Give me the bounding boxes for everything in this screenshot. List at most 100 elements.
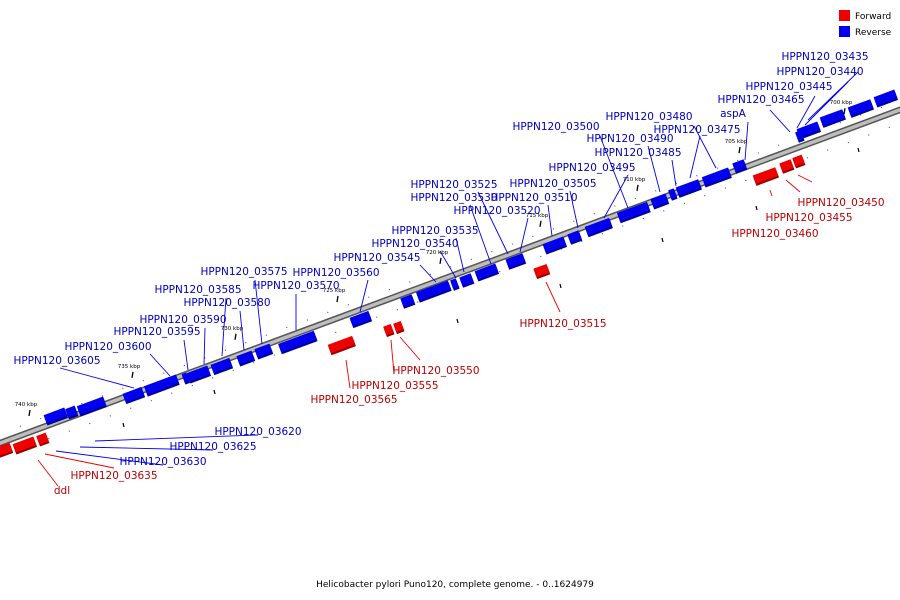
leader-hppn120-03480 [693,125,717,169]
gene-label-aspa[interactable]: aspA [720,108,747,120]
gene-hppn120-03605[interactable] [122,386,146,405]
gene-label-hppn120-03515[interactable]: HPPN120_03515 [519,318,606,330]
gene-label-hppn120-03530[interactable]: HPPN120_03530 [410,192,497,204]
gene-label-hppn120-03575[interactable]: HPPN120_03575 [200,266,287,278]
gene-hppn120-03495[interactable] [584,217,613,238]
gene-hppn120-03515[interactable] [533,263,551,280]
gene-hppn120-03485[interactable] [668,188,678,201]
gene-hppn120-03575[interactable] [254,343,274,360]
tick-dot [532,235,534,238]
gene-hppn120-03580[interactable] [236,350,256,367]
gene-hppn120-03445[interactable] [819,109,846,128]
gene-label-hppn120-03595[interactable]: HPPN120_03595 [113,326,200,338]
tick-dash [213,389,216,395]
gene-label-hppn120-03455[interactable]: HPPN120_03455 [765,212,852,224]
gene-hppn120-03490[interactable] [650,193,670,210]
gene-label-hppn120-03495[interactable]: HPPN120_03495 [548,162,635,174]
gene-aspa[interactable] [732,159,748,174]
gene-hppn120-03465b[interactable] [795,130,805,143]
gene-hppn120-03535[interactable] [450,278,460,291]
gene-hppn120-03560[interactable] [349,310,373,329]
gene-hppn120-03555[interactable] [383,323,395,338]
gene-label-hppn120-03450[interactable]: HPPN120_03450 [797,197,884,209]
gene-label-hppn120-03535[interactable]: HPPN120_03535 [391,225,478,237]
gene-label-hppn120-03625[interactable]: HPPN120_03625 [169,441,256,453]
label-leaders [37,71,859,487]
tick-dot [327,311,329,314]
gene-label-hppn120-03490[interactable]: HPPN120_03490 [586,133,673,145]
tick-dot [48,437,50,440]
gene-label-hppn120-03635[interactable]: HPPN120_03635 [70,470,157,482]
gene-hppn120-03585[interactable] [210,357,234,376]
tick-dot [827,149,829,151]
gene-label-hppn120-03475[interactable]: HPPN120_03475 [653,124,740,136]
tick-dot [601,232,603,235]
gene-hppn120-03505[interactable] [567,230,583,245]
svg-text:700 kbp: 700 kbp [830,100,853,106]
gene-label-hppn120-03485[interactable]: HPPN120_03485 [594,147,681,159]
gene-hppn120-03600[interactable] [143,374,180,397]
gene-hppn120-03450[interactable] [792,154,806,169]
gene-hppn120-03590[interactable] [186,365,212,384]
gene-hppn120-03455[interactable] [779,159,795,174]
gene-label-hppn120-03525[interactable]: HPPN120_03525 [410,179,497,191]
tick-dot [675,182,677,185]
gene-label-hppn120-03445[interactable]: HPPN120_03445 [745,81,832,93]
gene-hppn120-03525[interactable] [474,263,500,282]
gene-label-hppn120-03555[interactable]: HPPN120_03555 [351,380,438,392]
gene-label-hppn120-03480[interactable]: HPPN120_03480 [605,111,692,123]
gene-label-hppn120-03630[interactable]: HPPN120_03630 [119,456,206,468]
tick-dot [696,174,698,177]
gene-ddl[interactable] [12,436,38,455]
gene-label-hppn120-03460[interactable]: HPPN120_03460 [731,228,818,240]
gene-hppn120-03435[interactable] [873,89,899,108]
gene-label-hppn120-03580[interactable]: HPPN120_03580 [183,297,270,309]
gene-hppn120-03440[interactable] [847,99,874,118]
gene-label-hppn120-03565[interactable]: HPPN120_03565 [310,394,397,406]
gene-label-hppn120-03540[interactable]: HPPN120_03540 [371,238,458,250]
gene-hppn120-03460[interactable] [752,167,779,186]
gene-label-hppn120-03605[interactable]: HPPN120_03605 [13,355,100,367]
gene-hppn120-03545[interactable] [400,294,416,309]
gene-label-hppn120-03465[interactable]: HPPN120_03465 [717,94,804,106]
gene-hppn120-03520[interactable] [505,253,527,270]
gene-hppn120-03620[interactable] [76,396,107,417]
gene-label-hppn120-03435[interactable]: HPPN120_03435 [781,51,868,63]
gene-hppn120-03570[interactable] [278,330,318,355]
tick-dash [559,283,562,289]
gene-label-hppn120-03505[interactable]: HPPN120_03505 [509,178,596,190]
gene-label-hppn120-03550[interactable]: HPPN120_03550 [392,365,479,377]
gene-label-hppn120-03545[interactable]: HPPN120_03545 [333,252,420,264]
gene-hppn120-03530[interactable] [459,273,475,288]
gene-hppn120-03625[interactable] [65,405,79,420]
gene-hppn120-03565[interactable] [327,335,356,356]
gene-hppn120-03465[interactable] [796,121,822,140]
gene-label-hppn120-03600[interactable]: HPPN120_03600 [64,341,151,353]
gene-hppn120-03540[interactable] [415,280,452,303]
gene-hppn120-03500[interactable] [616,201,651,224]
gene-label-hppn120-03500[interactable]: HPPN120_03500 [512,121,599,133]
gene-hppn120-03550[interactable] [393,320,405,335]
gene-hppn120-03635[interactable] [36,432,50,447]
tick-740-kbp: 740 kbp [15,402,38,417]
gene-hppn120-03510[interactable] [542,236,568,255]
gene-label-hppn120-03620[interactable]: HPPN120_03620 [214,426,301,438]
gene-hppn120-03480[interactable] [701,167,732,188]
tick-dot [191,384,193,387]
gene-hppn120-03630[interactable] [43,407,69,426]
tick-dot [368,296,370,298]
tick-dot [778,144,780,147]
tick-dot [253,362,255,364]
gene-label-hppn120-03570[interactable]: HPPN120_03570 [252,280,339,292]
gene-label-hppn120-03590[interactable]: HPPN120_03590 [139,314,226,326]
leader-hppn120-03485 [671,159,677,187]
gene-hppn120-03475[interactable] [675,179,702,198]
gene-label-hppn120-03440[interactable]: HPPN120_03440 [776,66,863,78]
gene-ddl-b[interactable] [0,442,14,459]
gene-label-hppn120-03510[interactable]: HPPN120_03510 [490,192,577,204]
gene-label-hppn120-03520[interactable]: HPPN120_03520 [453,205,540,217]
gene-hppn120-03595[interactable] [181,372,191,385]
gene-label-hppn120-03560[interactable]: HPPN120_03560 [292,267,379,279]
gene-label-ddl[interactable]: ddl [54,485,70,497]
gene-label-hppn120-03585[interactable]: HPPN120_03585 [154,284,241,296]
